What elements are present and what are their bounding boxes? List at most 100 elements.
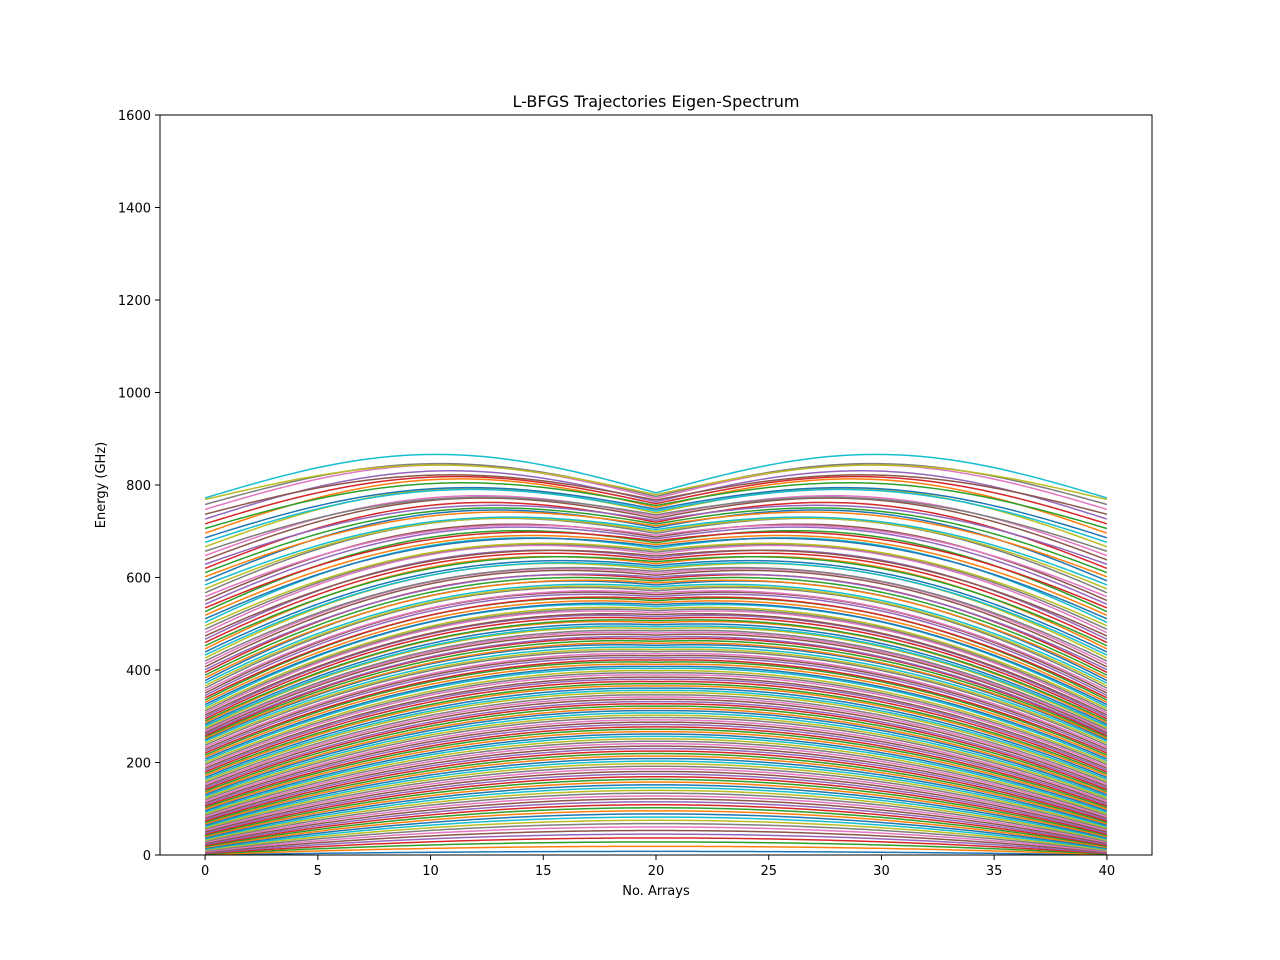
series-line (204, 696, 1108, 786)
y-tick-label: 200 (126, 757, 151, 772)
series-line (204, 807, 1108, 848)
series-line (204, 509, 1108, 582)
series-line (204, 579, 1108, 679)
series-line (204, 669, 1108, 764)
series-line (204, 795, 1108, 844)
series-line (204, 709, 1108, 796)
series-line (204, 792, 1108, 843)
series-line (204, 516, 1108, 586)
series-line (204, 786, 1108, 840)
x-axis: 0 5 10 15 20 25 30 35 40 (201, 855, 1115, 879)
series-line (204, 650, 1108, 746)
series-line (204, 633, 1108, 734)
series-line (204, 659, 1108, 754)
x-tick-label: 20 (648, 864, 665, 879)
series-line (204, 614, 1108, 718)
series-line (204, 534, 1108, 616)
series-line (205, 841, 1107, 855)
series-lines (204, 453, 1108, 855)
series-line (204, 635, 1108, 735)
x-tick-label: 30 (873, 864, 890, 879)
y-axis: 0 200 400 600 800 1000 1200 1400 1600 (118, 109, 160, 864)
y-tick-label: 1600 (118, 109, 151, 124)
series-line (204, 700, 1108, 789)
series-line (204, 644, 1108, 741)
series-line (204, 610, 1108, 714)
series-line (204, 606, 1108, 710)
series-line (204, 646, 1108, 742)
series-line (204, 663, 1108, 758)
y-tick-label: 600 (126, 572, 151, 587)
series-line (204, 784, 1108, 839)
series-line (204, 665, 1108, 760)
series-line (204, 667, 1108, 762)
series-line (204, 726, 1108, 807)
series-line (204, 544, 1108, 634)
series-line (204, 470, 1108, 520)
y-tick-label: 800 (126, 479, 151, 494)
series-line (204, 687, 1108, 779)
series-line (204, 801, 1108, 846)
series-line (204, 616, 1108, 720)
series-line (204, 549, 1108, 637)
y-tick-label: 400 (126, 664, 151, 679)
series-line (204, 497, 1108, 561)
series-line (204, 755, 1108, 825)
series-line (205, 822, 1107, 852)
series-line (204, 707, 1108, 794)
chart-title: L-BFGS Trajectories Eigen-Spectrum (513, 92, 800, 111)
series-line (204, 789, 1108, 841)
series-line (204, 453, 1108, 499)
series-line (204, 517, 1108, 590)
series-line (204, 682, 1108, 775)
x-tick-label: 25 (760, 864, 777, 879)
series-line (204, 464, 1108, 501)
series-line (204, 768, 1108, 832)
series-line (204, 631, 1108, 732)
series-line (204, 566, 1108, 662)
series-line (204, 654, 1108, 750)
x-tick-label: 35 (986, 864, 1003, 879)
x-tick-label: 40 (1099, 864, 1116, 879)
series-line (204, 733, 1108, 812)
series-line (204, 590, 1108, 692)
series-line (204, 501, 1108, 570)
series-line (204, 478, 1108, 534)
series-line (204, 625, 1108, 727)
series-line (204, 648, 1108, 744)
series-line (204, 652, 1108, 748)
x-tick-label: 5 (314, 864, 322, 879)
series-line (204, 810, 1108, 849)
series-line (204, 742, 1108, 818)
series-line (204, 504, 1108, 565)
series-line (204, 721, 1108, 804)
series-line (204, 531, 1108, 609)
series-line (204, 685, 1108, 777)
series-line (205, 826, 1107, 853)
series-line (204, 586, 1108, 689)
series-line (204, 674, 1108, 768)
y-tick-label: 0 (143, 849, 151, 864)
series-line (204, 517, 1108, 594)
series-line (204, 496, 1108, 552)
series-line (204, 608, 1108, 712)
series-line (204, 486, 1108, 539)
series-line (204, 623, 1108, 726)
series-line (205, 833, 1107, 854)
series-line (204, 694, 1108, 784)
series-line (204, 705, 1108, 793)
series-line (204, 600, 1108, 704)
series-line (204, 678, 1108, 771)
series-line (204, 567, 1108, 665)
series-line (204, 816, 1108, 850)
series-line (204, 602, 1108, 706)
series-line (204, 712, 1108, 798)
series-line (204, 642, 1108, 740)
series-line (204, 770, 1108, 833)
series-line (204, 464, 1108, 511)
series-line (204, 526, 1108, 605)
series-line (204, 488, 1108, 544)
series-line (204, 798, 1108, 845)
series-line (204, 629, 1108, 731)
